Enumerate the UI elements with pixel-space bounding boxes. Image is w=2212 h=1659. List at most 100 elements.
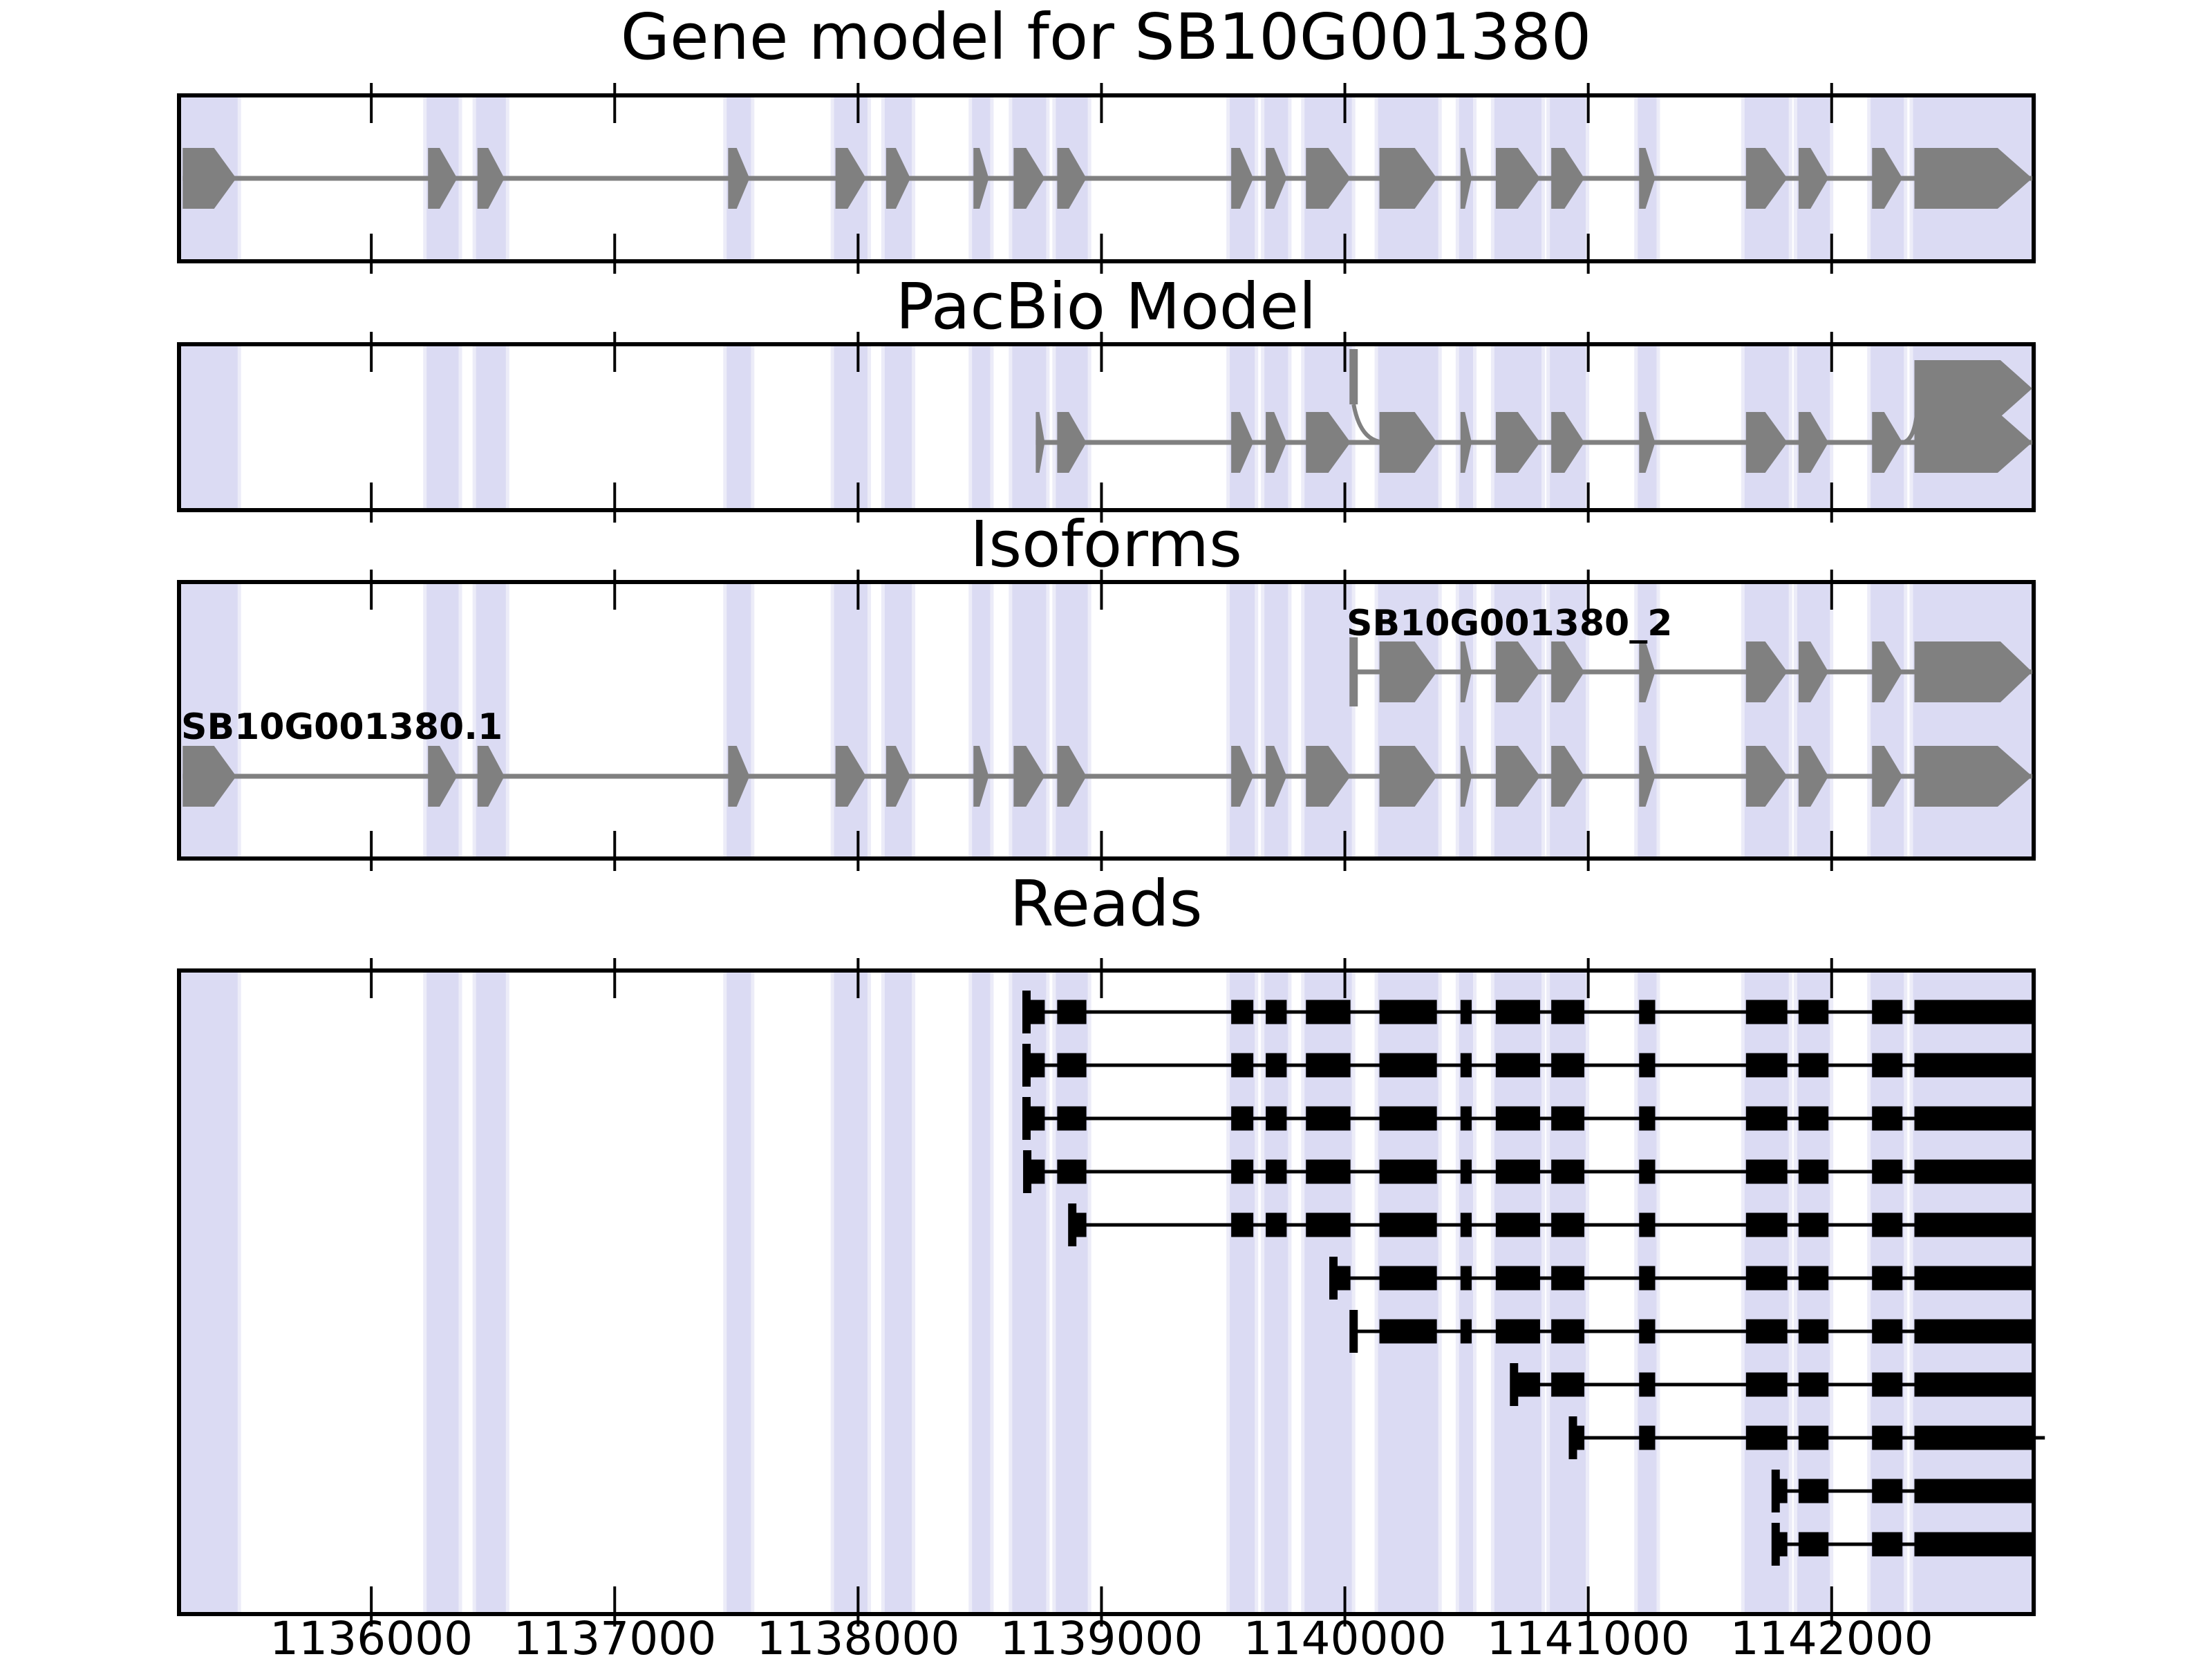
- read-exon-block: [1495, 1212, 1540, 1237]
- read-exon-block: [1639, 1159, 1656, 1184]
- read-exon-block: [1872, 1532, 1903, 1557]
- read-exon-block: [1639, 1212, 1656, 1237]
- exon: [1379, 412, 1437, 473]
- exon: [1460, 746, 1472, 807]
- read-exon-block: [1798, 1372, 1829, 1397]
- x-axis-tick-label: 1136000: [270, 1612, 474, 1659]
- read-exon-block: [1745, 1425, 1788, 1450]
- exon: [728, 746, 750, 807]
- exon: [1551, 641, 1585, 702]
- read-exon-block: [1914, 1372, 2032, 1397]
- highlight-band-core: [1913, 582, 2034, 859]
- isoform-label-sb10g001380.1: SB10G001380.1: [181, 706, 503, 748]
- read-exon-block: [1027, 1000, 1045, 1024]
- highlight-band-core: [1230, 971, 1255, 1614]
- exon: [1798, 412, 1829, 473]
- read-exon-block: [1798, 1106, 1829, 1131]
- exon: [1495, 641, 1540, 702]
- read-exon-block: [1460, 1319, 1472, 1344]
- read-exon-block: [1798, 1266, 1829, 1291]
- read-exon-block: [1266, 1053, 1287, 1078]
- exon: [973, 148, 989, 209]
- exon: [1639, 148, 1656, 209]
- read-exon-block: [1745, 1319, 1788, 1344]
- pacbio-alt-isoform-overlay: [1349, 349, 2032, 444]
- alt-start-bar: [1349, 349, 1358, 404]
- read-exon-block: [1460, 1159, 1472, 1184]
- read-exon-block: [1514, 1372, 1540, 1397]
- exon: [1798, 641, 1829, 702]
- read-exon-block: [1306, 1212, 1351, 1237]
- exon: [1231, 746, 1254, 807]
- highlight-band-core: [1230, 582, 1255, 859]
- read-exon-block: [1379, 1319, 1437, 1344]
- transcript-start-bar: [1349, 637, 1358, 706]
- read-exon-block: [1027, 1053, 1045, 1078]
- read-row-4: [1023, 1150, 2032, 1193]
- exon: [1745, 746, 1788, 807]
- x-axis-tick-label: 1138000: [756, 1612, 960, 1659]
- read-exon-block: [1306, 1159, 1351, 1184]
- exon: [1495, 746, 1540, 807]
- read-exon-block: [1745, 1000, 1788, 1024]
- read-row-5: [1068, 1203, 2032, 1246]
- read-exon-block: [1745, 1372, 1788, 1397]
- isoform-SB10G001380_2: [1349, 637, 2032, 706]
- highlight-band-core: [1638, 582, 1657, 859]
- read-exon-block: [1745, 1266, 1788, 1291]
- panel-gene-model: [177, 83, 2037, 274]
- read-exon-block: [1914, 1532, 2032, 1557]
- exon: [1639, 641, 1656, 702]
- read-exon-block: [1639, 1372, 1656, 1397]
- exon-highlight-bands: [178, 971, 2037, 1614]
- read-exon-block: [1914, 1053, 2032, 1078]
- highlight-band-core: [884, 971, 912, 1614]
- exon: [1231, 148, 1254, 209]
- read-exon-block: [1027, 1159, 1045, 1184]
- read-exon-block: [1872, 1425, 1903, 1450]
- read-exon-block: [1333, 1266, 1351, 1291]
- read-exon-block: [1639, 1319, 1656, 1344]
- read-exon-block: [1798, 1000, 1829, 1024]
- highlight-band-core: [727, 344, 751, 510]
- highlight-band-core: [1378, 971, 1438, 1614]
- panel-isoforms: [177, 570, 2037, 871]
- exon: [1745, 148, 1788, 209]
- highlight-band-core: [1378, 582, 1438, 859]
- read-exon-block: [1460, 1212, 1472, 1237]
- highlight-band-core: [834, 582, 868, 859]
- alt-terminal-exon: [1914, 360, 2032, 417]
- exon: [1266, 412, 1287, 473]
- read-exon-block: [1495, 1266, 1540, 1291]
- read-exon-block: [1639, 1053, 1656, 1078]
- read-row-1: [1022, 991, 2032, 1033]
- read-exon-block: [1798, 1479, 1829, 1503]
- read-exon-block: [1495, 1053, 1540, 1078]
- read-exon-block: [1460, 1000, 1472, 1024]
- exon: [1745, 412, 1788, 473]
- read-exon-block: [1057, 1106, 1087, 1131]
- exon: [835, 746, 866, 807]
- highlight-band-core: [972, 344, 991, 510]
- read-exon-block: [1914, 1425, 2032, 1450]
- exon: [1057, 148, 1087, 209]
- read-exon-block: [1460, 1106, 1472, 1131]
- read-exon-block: [1460, 1266, 1472, 1291]
- read-exon-block: [1057, 1159, 1087, 1184]
- exon: [1551, 746, 1585, 807]
- read-exon-block: [1551, 1319, 1585, 1344]
- exon: [1379, 148, 1437, 209]
- read-exon-block: [1639, 1106, 1656, 1131]
- read-exon-block: [1551, 1053, 1585, 1078]
- highlight-band-core: [834, 971, 868, 1614]
- read-exon-block: [1872, 1106, 1903, 1131]
- exon: [885, 746, 911, 807]
- panel-title-isoforms: Isoforms: [970, 507, 1242, 581]
- exon: [477, 746, 505, 807]
- highlight-band-core: [972, 971, 991, 1614]
- highlight-band-core: [1797, 582, 1830, 859]
- read-exon-block: [1551, 1000, 1585, 1024]
- highlight-band-core: [476, 971, 506, 1614]
